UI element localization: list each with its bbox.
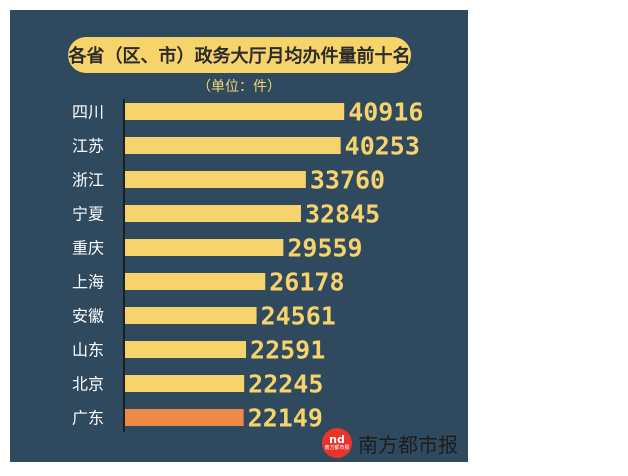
bar	[125, 273, 266, 290]
category-label: 山东	[72, 341, 104, 360]
bar	[125, 307, 257, 324]
bar	[125, 409, 244, 426]
bar-value-label: 22149	[248, 404, 323, 433]
bar-value-label: 32845	[305, 200, 380, 229]
bar-value-label: 33760	[310, 166, 385, 195]
bar-chart: 四川 40916 江苏 40253 浙江 33760 宁夏 32845 重庆 29559 上海 261…	[72, 98, 423, 433]
category-label: 宁夏	[72, 205, 104, 224]
chart-subtitle: （单位：件）	[197, 79, 281, 95]
bar-value-label: 22245	[248, 370, 323, 399]
chart-title: 各省（区、市）政务大厅月均办件量前十名	[68, 37, 411, 73]
category-label: 北京	[72, 375, 104, 394]
watermark: nd 南方都市报 南方都市报	[322, 428, 458, 458]
chart-panel: 各省（区、市）政务大厅月均办件量前十名 （单位：件） 四川 40916 江苏 4025…	[10, 10, 468, 462]
bar	[125, 171, 306, 188]
bar-value-label: 24561	[261, 302, 336, 331]
bar	[125, 137, 341, 154]
category-label: 上海	[72, 273, 104, 292]
category-label: 重庆	[72, 239, 104, 258]
category-label: 安徽	[72, 307, 104, 326]
bar-value-label: 40253	[345, 132, 420, 161]
logo-subtext: 南方都市报	[324, 445, 350, 451]
bar	[125, 375, 245, 392]
bar-value-label: 29559	[287, 234, 362, 263]
bar	[125, 239, 284, 256]
newspaper-logo-icon: nd 南方都市报	[322, 428, 352, 458]
bar	[125, 205, 301, 222]
category-label: 四川	[72, 103, 104, 122]
bar-value-label: 40916	[348, 98, 423, 127]
bar	[125, 341, 247, 358]
bar-value-label: 26178	[269, 268, 344, 297]
category-label: 广东	[72, 409, 104, 428]
bar-value-label: 22591	[250, 336, 325, 365]
watermark-text: 南方都市报	[358, 432, 458, 457]
category-label: 浙江	[72, 171, 104, 190]
bar	[125, 103, 345, 120]
category-label: 江苏	[72, 137, 104, 156]
logo-mark: nd	[329, 433, 345, 446]
